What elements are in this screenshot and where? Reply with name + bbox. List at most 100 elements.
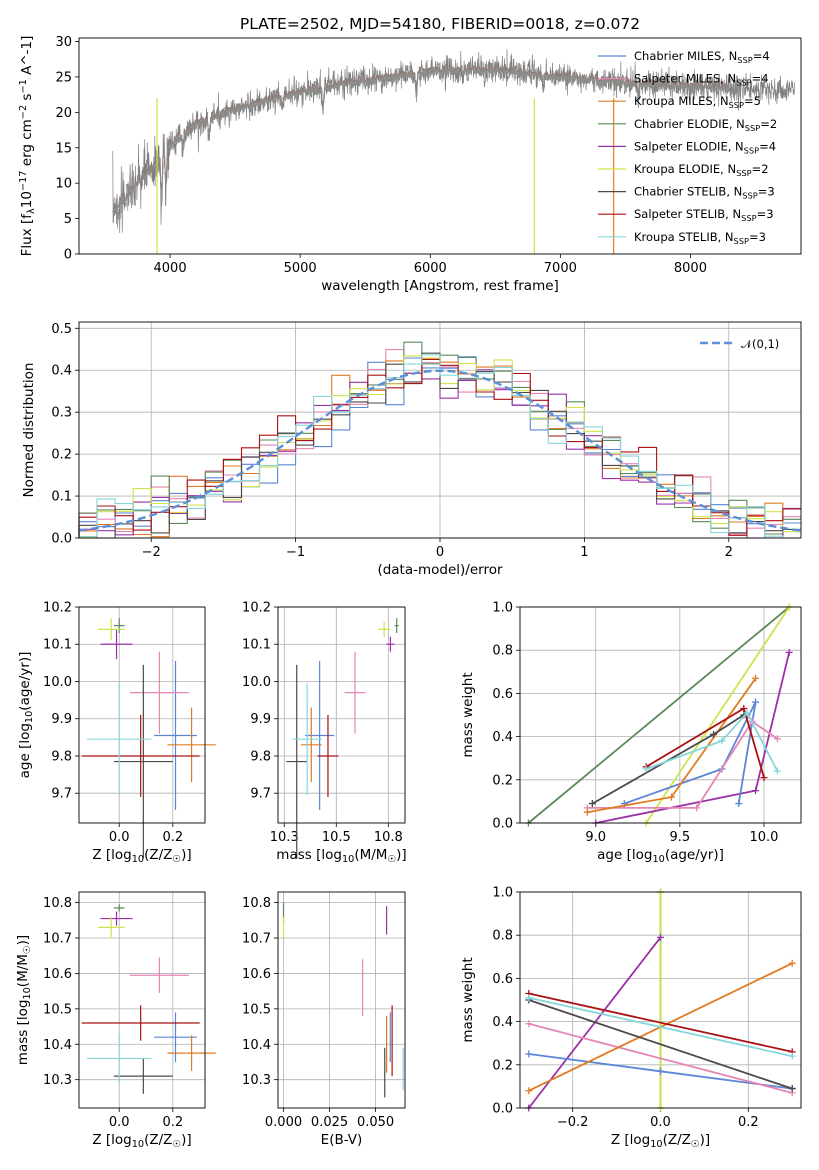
y-tick-label: 10 bbox=[55, 177, 72, 192]
x-tick-label: 10.3 bbox=[270, 830, 299, 845]
ticks: 10.3 10.5 10.8 9.7 9.8 9.9 10.0 10.1 10.2 bbox=[242, 601, 403, 846]
label-script: SSP bbox=[744, 145, 759, 155]
label-script: SSP bbox=[729, 100, 744, 110]
label-part: )] bbox=[15, 935, 31, 946]
weight-line bbox=[528, 996, 793, 1058]
weight-marker bbox=[743, 709, 751, 717]
label-part: (age/yr)] bbox=[665, 847, 724, 863]
legend-entry: Chabrier STELIB, NSSP=3 bbox=[634, 185, 775, 201]
label-part: Chabrier ELODIE, N bbox=[634, 117, 745, 131]
label-script: λ bbox=[26, 208, 37, 214]
label-part: s bbox=[19, 94, 35, 105]
x-tick-label: 0.025 bbox=[311, 1115, 348, 1130]
x-axis-label: Z [log10(Z/Z☉)] bbox=[92, 1132, 191, 1150]
legend-entry: Kroupa ELODIE, NSSP=2 bbox=[634, 162, 769, 178]
label-part: (M/M bbox=[15, 954, 31, 987]
weight-marker bbox=[788, 1085, 796, 1093]
weight-marker bbox=[642, 765, 650, 773]
label-part: age [log bbox=[597, 847, 652, 863]
x-axis-label: Z [log10(Z/Z☉)] bbox=[92, 847, 191, 865]
weight-marker bbox=[773, 767, 781, 775]
x-tick-label: 0.000 bbox=[265, 1115, 302, 1130]
y-tick-label: 9.7 bbox=[51, 787, 72, 802]
label-part: Z [log bbox=[611, 1132, 650, 1148]
spectrum-model-line bbox=[112, 63, 730, 216]
label-part: )] bbox=[181, 847, 192, 863]
panel-spectrum: 4000 5000 6000 7000 8000 0 5 10 15 20 25 30 waveleng… bbox=[18, 35, 802, 294]
label-part: wavelength [Angstrom, rest frame] bbox=[321, 278, 559, 294]
y-tick-label: 10.2 bbox=[242, 601, 271, 616]
label-part: =3 bbox=[757, 207, 774, 221]
label-part: (Z/Z bbox=[144, 847, 172, 863]
y-tick-label: 10.4 bbox=[43, 1038, 72, 1053]
legend-entry: Salpeter MILES, NSSP=4 bbox=[634, 72, 769, 88]
x-tick-label: −1 bbox=[286, 545, 305, 560]
label-part: =2 bbox=[752, 162, 769, 176]
weight-marker bbox=[788, 1052, 796, 1060]
weight-line bbox=[528, 1022, 793, 1094]
y-tick-label: 0.4 bbox=[492, 730, 513, 745]
x-axis-label: mass [log10(M/M☉)] bbox=[276, 847, 406, 865]
label-script: 10 bbox=[342, 854, 354, 865]
y-tick-label: 10.3 bbox=[43, 1073, 72, 1088]
y-tick-label: 10.8 bbox=[43, 896, 72, 911]
histogram-step bbox=[78, 354, 801, 539]
grid bbox=[278, 892, 405, 1108]
y-tick-label: 9.9 bbox=[250, 712, 271, 727]
x-tick-label: 0.2 bbox=[738, 1115, 759, 1130]
x-tick-label: 9.0 bbox=[585, 830, 606, 845]
label-script: 10 bbox=[132, 854, 144, 865]
ticks: 0.000 0.025 0.050 10.3 10.4 10.5 10.6 10.7 10.8 bbox=[242, 896, 394, 1130]
label-part: (age/yr)] bbox=[17, 652, 33, 711]
axes-frame bbox=[78, 37, 802, 255]
ticks: 0.0 0.2 9.7 9.8 9.9 10.0 10.1 10.2 bbox=[43, 601, 183, 846]
weight-marker bbox=[752, 674, 760, 682]
figure-title: PLATE=2502, MJD=54180, FIBERID=0018, z=0… bbox=[240, 15, 640, 33]
y-tick-label: 0.2 bbox=[492, 1058, 513, 1073]
label-part: =4 bbox=[759, 139, 776, 153]
weight-marker bbox=[588, 800, 596, 808]
y-tick-label: 10.4 bbox=[242, 1038, 271, 1053]
ticks: −0.2 0.0 0.2 0.0 0.2 0.4 0.6 0.8 1.0 bbox=[492, 886, 758, 1131]
plot-area bbox=[524, 603, 793, 827]
label-script: SSP bbox=[742, 191, 757, 201]
weight-marker bbox=[740, 705, 748, 713]
label-part: mass [log bbox=[15, 1000, 31, 1066]
weight-marker bbox=[752, 698, 760, 706]
label-part: Kroupa MILES, N bbox=[634, 94, 729, 108]
x-tick-label: 5000 bbox=[284, 261, 317, 276]
label-part: =3 bbox=[749, 230, 766, 244]
y-tick-label: 0.4 bbox=[51, 364, 72, 379]
plot-area bbox=[81, 618, 216, 859]
weight-line bbox=[645, 606, 790, 824]
panel-mass-vs-EBV: 0.000 0.025 0.050 10.3 10.4 10.5 10.6 10.7 10.8 E… bbox=[242, 891, 406, 1148]
legend-entry: Kroupa MILES, NSSP=5 bbox=[634, 94, 761, 110]
ticks: −2 −1 0 1 2 0.0 0.1 0.2 0.3 0.4 0.5 bbox=[51, 322, 733, 560]
label-part: (Z/Z bbox=[663, 1132, 691, 1148]
y-tick-label: 10.6 bbox=[242, 967, 271, 982]
weight-marker bbox=[525, 1087, 533, 1095]
panel-mass-weight-vs-age: 9.0 9.5 10.0 0.0 0.2 0.4 0.6 0.8 1.0 age [log10(a… bbox=[460, 601, 802, 865]
y-tick-label: 0 bbox=[64, 248, 72, 263]
weight-marker bbox=[788, 959, 796, 967]
axes-frame bbox=[78, 321, 802, 539]
label-part: Kroupa STELIB, N bbox=[634, 230, 734, 244]
label-part: 10 bbox=[19, 191, 35, 208]
label-part: (Z/Z bbox=[144, 1132, 172, 1148]
y-tick-label: 10.0 bbox=[43, 675, 72, 690]
weight-marker bbox=[735, 800, 743, 808]
weight-marker bbox=[657, 933, 664, 941]
weight-marker bbox=[667, 793, 675, 801]
legend-entry: 𝒩(0,1) bbox=[741, 337, 779, 351]
label-part: E(B-V) bbox=[321, 1132, 363, 1148]
y-axis-label: age [log10(age/yr)] bbox=[17, 652, 35, 779]
label-script: 10 bbox=[132, 1139, 144, 1150]
x-tick-label: 2 bbox=[725, 545, 733, 560]
label-script: −1 bbox=[18, 79, 29, 93]
weight-marker bbox=[583, 808, 591, 816]
weight-marker bbox=[785, 648, 793, 656]
legend-entry: Chabrier ELODIE, NSSP=2 bbox=[634, 117, 777, 133]
y-axis-label: mass [log10(M/M☉)] bbox=[15, 935, 33, 1065]
plot-area bbox=[78, 341, 802, 539]
y-tick-label: 10.7 bbox=[43, 932, 72, 947]
